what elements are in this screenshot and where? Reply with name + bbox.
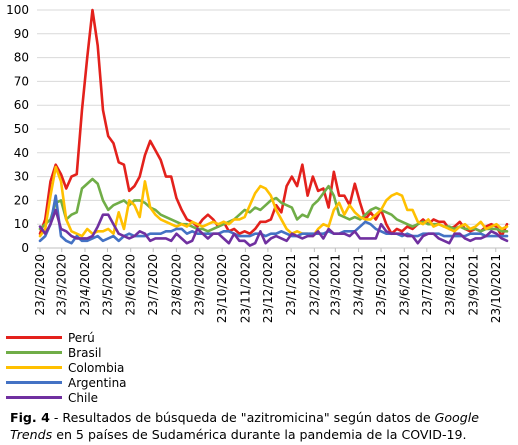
x-tick-label-4: 23/6/2020 [124, 254, 138, 316]
y-tick-label-9: 90 [14, 27, 29, 41]
caption-brand: Google Trends [10, 410, 479, 442]
legend-label-chile: Chile [68, 390, 99, 405]
caption-text-part1: - Resultados de búsqueda de "azitromicin… [49, 410, 435, 425]
x-tick-label-12: 23/2/2021 [307, 254, 321, 316]
x-tick-label-6: 23/8/2020 [169, 254, 183, 316]
x-tick-label-7: 23/9/2020 [193, 254, 207, 316]
y-tick-label-4: 40 [14, 146, 29, 160]
legend-swatch-peru [6, 336, 62, 339]
x-tick-label-3: 23/5/2020 [100, 254, 114, 316]
figure-caption: Fig. 4 - Resultados de búsqueda de "azit… [10, 409, 510, 443]
x-tick-label-19: 23/9/2021 [466, 254, 480, 316]
legend-swatch-brasil [6, 351, 62, 354]
x-axis-tick-labels: 23/2/2020 23/3/2020 23/4/2020 23/5/2020 23/6… [33, 254, 503, 323]
legend-item-colombia: Colombia [6, 360, 127, 375]
legend-swatch-chile [6, 396, 62, 399]
y-tick-label-0: 0 [21, 241, 29, 255]
x-tick-label-14: 23/4/2021 [352, 254, 366, 316]
series-line-colombia [38, 165, 509, 238]
x-axis [37, 247, 510, 252]
x-tick-label-16: 23/6/2021 [397, 254, 411, 316]
y-tick-label-10: 100 [6, 3, 29, 17]
legend: Perú Brasil Colombia Argentina Chile [6, 330, 127, 405]
x-tick-label-8: 23/10/2020 [215, 254, 229, 323]
x-tick-label-0: 23/2/2020 [33, 254, 47, 316]
y-axis-tick-labels: 0 10 20 30 40 50 60 70 80 90 100 [6, 3, 29, 255]
y-tick-label-5: 50 [14, 122, 29, 136]
y-tick-label-6: 60 [14, 98, 29, 112]
x-tick-label-10: 23/12/2020 [261, 254, 275, 323]
x-tick-label-2: 23/4/2020 [78, 254, 92, 316]
x-tick-label-1: 23/3/2020 [55, 254, 69, 316]
legend-label-brasil: Brasil [68, 345, 102, 360]
legend-item-peru: Perú [6, 330, 127, 345]
caption-label: Fig. 4 [10, 410, 50, 425]
legend-item-chile: Chile [6, 390, 127, 405]
x-tick-label-15: 23/5/2021 [374, 254, 388, 316]
y-tick-label-1: 10 [14, 217, 29, 231]
legend-label-peru: Perú [68, 330, 95, 345]
x-tick-label-17: 23/7/2021 [420, 254, 434, 316]
legend-swatch-colombia [6, 366, 62, 369]
y-tick-label-7: 70 [14, 74, 29, 88]
legend-item-brasil: Brasil [6, 345, 127, 360]
legend-swatch-argentina [6, 381, 62, 384]
caption-text-part2: en 5 países de Sudamérica durante la pan… [52, 427, 467, 442]
y-tick-label-3: 30 [14, 170, 29, 184]
x-tick-label-5: 23/7/2020 [146, 254, 160, 316]
legend-item-argentina: Argentina [6, 375, 127, 390]
y-tick-label-8: 80 [14, 51, 29, 65]
x-tick-label-13: 23/3/2021 [328, 254, 342, 316]
x-tick-label-11: 23/1/2021 [284, 254, 298, 316]
line-chart: 0 10 20 30 40 50 60 70 80 90 100 23/2/2020 23/3/202… [6, 3, 510, 323]
x-tick-label-9: 23/11/2020 [238, 254, 252, 323]
grid-lines [37, 9, 510, 225]
series-lines [38, 8, 509, 247]
legend-label-argentina: Argentina [68, 375, 127, 390]
x-tick-label-20: 23/10/2021 [489, 254, 503, 323]
legend-label-colombia: Colombia [68, 360, 125, 375]
x-tick-label-18: 23/8/2021 [443, 254, 457, 316]
y-tick-label-2: 20 [14, 193, 29, 207]
series-line-chile [38, 208, 509, 247]
